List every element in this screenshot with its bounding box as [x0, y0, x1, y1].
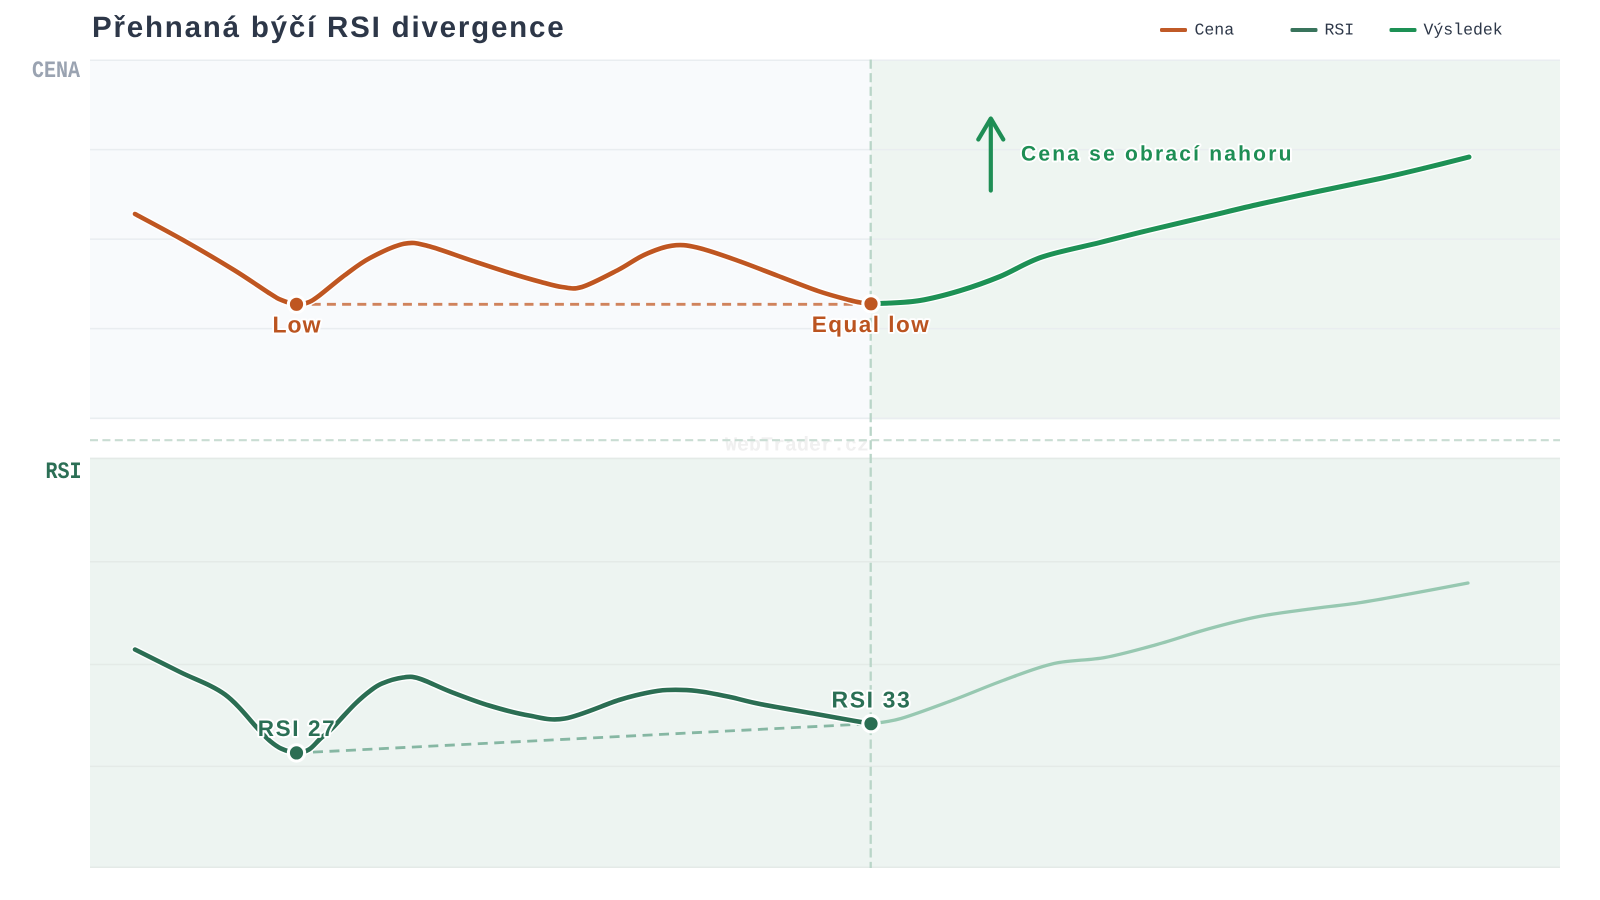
svg-text:RSI 27: RSI 27 — [258, 716, 336, 741]
svg-text:RSI 33: RSI 33 — [832, 687, 912, 713]
svg-text:Low: Low — [273, 312, 322, 338]
svg-text:CENA: CENA — [32, 58, 80, 85]
svg-text:RSI: RSI — [1325, 21, 1355, 40]
svg-text:Přehnaná býčí RSI divergence: Přehnaná býčí RSI divergence — [92, 11, 565, 44]
svg-text:RSI: RSI — [45, 459, 81, 486]
svg-text:Výsledek: Výsledek — [1424, 21, 1503, 40]
svg-text:WebTrader.cz: WebTrader.cz — [725, 435, 869, 458]
svg-text:Cena se obrací nahoru: Cena se obrací nahoru — [1021, 142, 1294, 165]
svg-text:Equal low: Equal low — [812, 312, 931, 337]
svg-text:Cena: Cena — [1195, 21, 1235, 40]
